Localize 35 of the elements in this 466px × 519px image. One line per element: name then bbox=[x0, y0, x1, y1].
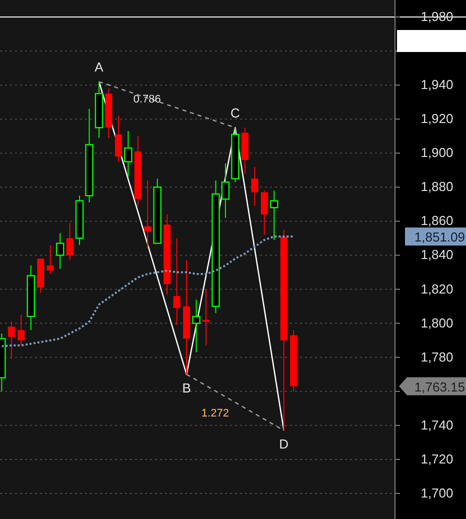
y-tick-label: 1,820 bbox=[420, 281, 454, 296]
y-tick-label: 1,880 bbox=[420, 179, 454, 194]
annotation: A bbox=[94, 60, 104, 75]
annotation: 0.786 bbox=[133, 94, 161, 106]
candlestick bbox=[144, 180, 152, 249]
annotation: 1.272 bbox=[201, 407, 229, 420]
candlestick bbox=[56, 232, 64, 270]
y-tick-label: 1,800 bbox=[420, 315, 454, 330]
candlestick bbox=[8, 321, 15, 360]
candlestick bbox=[251, 166, 258, 206]
candlestick bbox=[192, 298, 200, 353]
candlestick bbox=[46, 244, 54, 274]
candlestick bbox=[270, 190, 278, 240]
y-tick-label: 1,840 bbox=[420, 247, 454, 262]
text: 1,851.09 bbox=[414, 230, 465, 245]
y-tick-label: 1,780 bbox=[420, 349, 454, 364]
candlestick bbox=[18, 314, 25, 346]
y-tick-label: 1,720 bbox=[420, 451, 454, 466]
y-tick-label: 1,740 bbox=[420, 417, 454, 432]
candlestick bbox=[173, 238, 180, 326]
candlestick bbox=[260, 190, 268, 236]
y-tick-label: 1,860 bbox=[420, 213, 454, 228]
y-tick-label: 1,700 bbox=[420, 485, 454, 500]
annotation: B bbox=[182, 380, 191, 396]
y-tick-label: 1,900 bbox=[420, 145, 454, 160]
y-tick-label: 1,920 bbox=[420, 111, 454, 126]
annotation: D bbox=[279, 436, 289, 452]
y-tick-label: 1,940 bbox=[420, 77, 454, 92]
candlestick bbox=[114, 115, 122, 162]
annotation: C bbox=[230, 106, 240, 121]
candlestick bbox=[124, 130, 132, 178]
text: 1,763.15 bbox=[414, 379, 465, 394]
line-series bbox=[0, 236, 295, 348]
line-series bbox=[98, 81, 284, 432]
candlestick bbox=[66, 222, 74, 261]
